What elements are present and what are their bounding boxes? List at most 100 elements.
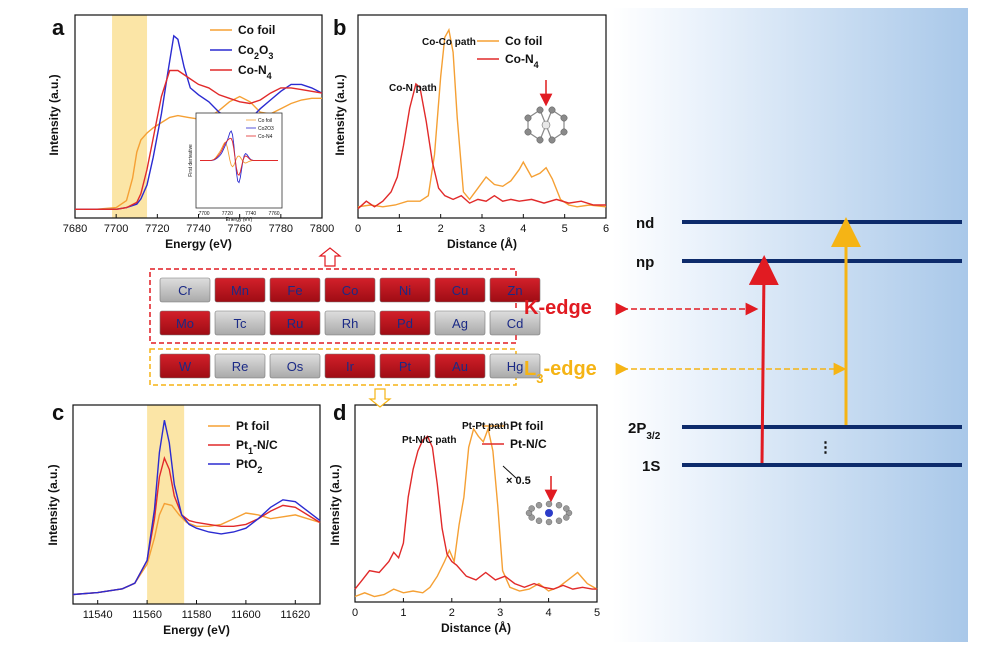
y-axis-title-a: Intensity (a.u.) — [47, 74, 61, 155]
y-axis-title-b: Intensity (a.u.) — [333, 74, 347, 155]
level-nd-label: nd — [636, 215, 654, 232]
element-symbol-co: Co — [342, 283, 359, 298]
element-cell-ir — [324, 353, 376, 379]
pt-nc-center-atom — [545, 509, 553, 517]
x-tick-label-b-2: 2 — [438, 223, 444, 235]
element-cell-ni — [379, 277, 431, 303]
x-tick-label-a-5: 7780 — [269, 223, 293, 235]
energy-diagram-background — [612, 8, 968, 642]
x-axis-title-d: Distance (Å) — [441, 620, 511, 635]
element-cell-cr — [159, 277, 211, 303]
x-tick-label-a-2: 7720 — [145, 223, 169, 235]
plot-frame-d — [354, 404, 598, 603]
level-dots: ⋮ — [818, 439, 833, 456]
legend-entry-d-1: Pt-N/C — [510, 437, 547, 451]
x-tick-label-c-3: 11600 — [231, 609, 261, 621]
x-tick-label-d-5: 5 — [594, 607, 600, 619]
co-n4-atom-5 — [536, 136, 544, 144]
element-cell-tc — [214, 310, 266, 336]
legend-entry-c-1: Pt1-N/C — [236, 438, 278, 456]
element-symbol-zn: Zn — [507, 283, 522, 298]
element-cell-pt — [379, 353, 431, 379]
element-symbol-mn: Mn — [231, 283, 249, 298]
annotation-pt-nc-path: Pt-N/C path — [402, 435, 456, 446]
panel-letter-a: a — [52, 15, 65, 40]
chart-panel-b: 0 1 2 3 4 5 6 Distance (Å) Intensity (a.u.) b Co f… — [333, 14, 609, 251]
co-n4-atom-3 — [560, 114, 568, 122]
legend-entry-a-2: Co-N4 — [238, 63, 272, 81]
panel-letter-c: c — [52, 400, 64, 425]
element-symbol-ir: Ir — [346, 359, 355, 374]
series-line-a-1 — [75, 34, 323, 210]
element-cell-cd — [489, 310, 541, 336]
path-annotations: Co-Co path Co-N path Pt-Pt path Pt-N/C path… — [389, 37, 573, 526]
x-tick-label-a-0: 7680 — [63, 223, 87, 235]
element-symbol-w: W — [179, 359, 192, 374]
series-line-b-1 — [357, 82, 606, 210]
annotation-pt-pt-path: Pt-Pt path — [462, 421, 509, 432]
x-tick-label-b-5: 5 — [562, 223, 568, 235]
element-symbol-hg: Hg — [507, 359, 524, 374]
y-axis-title-c: Intensity (a.u.) — [46, 464, 60, 545]
element-symbol-tc: Tc — [234, 316, 248, 331]
inset-x-tick-1: 7720 — [222, 211, 233, 217]
element-symbol-mo: Mo — [176, 316, 194, 331]
co-n4-molecule-icon — [524, 80, 568, 144]
x-tick-label-d-0: 0 — [352, 607, 358, 619]
x-axis-title-c: Energy (eV) — [163, 623, 230, 637]
k-edge-label: K-edge — [524, 297, 592, 319]
x-tick-label-c-0: 11540 — [83, 609, 113, 621]
legend-entry-d-0: Pt foil — [510, 419, 543, 433]
level-np-label: np — [636, 254, 654, 271]
inset-x-tick-3: 7760 — [268, 211, 279, 217]
element-cell-w — [159, 353, 211, 379]
element-symbol-re: Re — [232, 359, 249, 374]
pt-nc-atom-11 — [563, 505, 570, 512]
periodic-table-block: Cr Mn Fe Co Ni Cu Zn Mo Tc Ru Rh Pd Ag Cd W Re Os Ir Pt Au H… — [149, 247, 847, 408]
pt-nc-atom-1 — [563, 514, 570, 521]
series-line-d-0 — [354, 426, 598, 598]
x-tick-label-c-1: 11560 — [132, 609, 162, 621]
y-axis-title-d: Intensity (a.u.) — [328, 464, 342, 545]
element-symbol-ru: Ru — [287, 316, 304, 331]
level-2p32-label: 2P3/2 — [628, 420, 661, 442]
pt-nc-atom-7 — [528, 505, 535, 512]
element-symbol-pd: Pd — [397, 316, 413, 331]
legend-entry-b-1: Co-N4 — [505, 52, 539, 70]
element-symbol-ni: Ni — [399, 283, 411, 298]
legend-entry-a-0: Co foil — [238, 23, 275, 37]
element-symbol-cr: Cr — [178, 283, 192, 298]
x-tick-label-d-2: 2 — [449, 607, 455, 619]
legend-entry-c-2: PtO2 — [236, 457, 262, 475]
pt-nc-atom-4 — [535, 517, 543, 524]
series-line-c-0 — [72, 502, 321, 596]
element-cell-mn — [214, 277, 266, 303]
co-n4-atom-0 — [524, 114, 532, 122]
pt-nc-atom-9 — [545, 500, 553, 508]
series-line-c-2 — [72, 420, 321, 596]
element-cell-pd — [379, 310, 431, 336]
annotation-scale-factor: × 0.5 — [506, 475, 531, 487]
k-edge-group-box — [149, 268, 517, 344]
x-tick-label-a-3: 7740 — [186, 223, 210, 235]
element-cell-os — [269, 353, 321, 379]
chart-panel-d: 0 1 2 3 4 5 Distance (Å) Intensity (a.u.) d Pt fo… — [328, 400, 600, 635]
element-symbol-os: Os — [287, 359, 304, 374]
inset-legend-1: Co2O3 — [258, 126, 274, 132]
x-tick-label-b-3: 3 — [479, 223, 485, 235]
k-edge-transition-arrow — [748, 255, 779, 464]
l3-edge-label: L3-edge — [524, 358, 597, 386]
inset-x-tick-0: 7700 — [198, 211, 209, 217]
inset-series-2 — [200, 137, 278, 176]
chart-panel-c: 11540 11560 11580 11600 11620 Energy (eV) Inte… — [46, 400, 321, 637]
element-cell-zn — [489, 277, 541, 303]
x-axis-title-a: Energy (eV) — [165, 237, 232, 251]
x-tick-label-a-6: 7800 — [310, 223, 334, 235]
pt-nc-atom-8 — [535, 502, 543, 509]
co-n4-atom-8 — [541, 120, 551, 130]
inset-x-title: Energy (eV) — [226, 217, 253, 223]
level-1s-label: 1S — [642, 458, 660, 475]
element-cell-cu — [434, 277, 486, 303]
element-symbol-ag: Ag — [452, 316, 468, 331]
chart-panel-a: 7680 7700 7720 7740 7760 7780 7800 Energy (eV) I… — [47, 14, 334, 251]
